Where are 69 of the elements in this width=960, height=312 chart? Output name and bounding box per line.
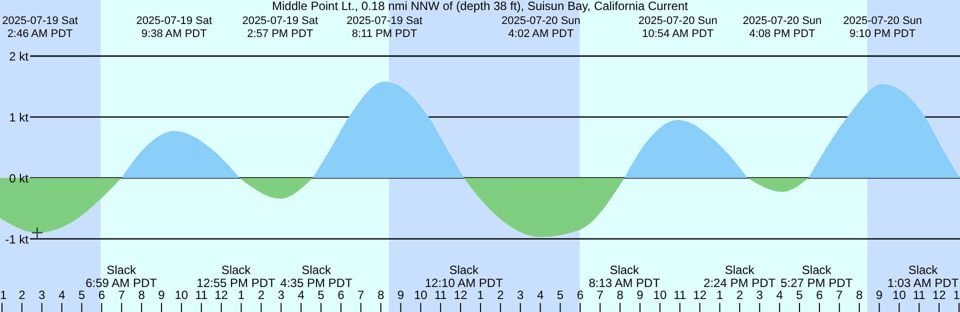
x-tick-label: 10 [174, 288, 188, 302]
x2-tick-label: 2025-07-20 Sun 4:08 PM PDT [742, 15, 822, 40]
x-tick-label: 1 [0, 288, 8, 302]
x-tick-label: 6 [576, 288, 584, 302]
x-tick-label: 9 [636, 288, 644, 302]
x2-tick-label: 2025-07-20 Sun 9:10 PM PDT [843, 15, 922, 40]
x-tick-label: 5 [556, 288, 564, 302]
x-tick-label: 1 [716, 288, 724, 302]
annotation: Slack 12:10 AM PDT [424, 263, 504, 290]
x-tick-label: 9 [158, 288, 166, 302]
x-tick-label: 8 [377, 288, 384, 302]
x-tick-label: 8 [138, 288, 146, 302]
x-tick-label: 5 [796, 288, 804, 302]
x-tick-label: 7 [596, 288, 604, 302]
x-tick-label: 6 [338, 288, 345, 302]
annotation: Slack 2:24 PM PDT [704, 263, 776, 290]
x-tick-label: 10 [653, 288, 667, 302]
x-tick-label: 9 [876, 288, 883, 302]
annotation: Slack 4:35 PM PDT [280, 263, 353, 290]
x-tick-label: 12 [932, 288, 946, 302]
annotation: Slack 5:27 PM PDT [780, 263, 854, 290]
x-tick-label: 10 [892, 288, 906, 302]
x-tick-label: 4 [298, 288, 305, 302]
y-tick-label: 1 kt [9, 110, 30, 124]
x-tick-label: 7 [118, 288, 126, 302]
annotation: Slack 6:59 AM PDT [86, 263, 158, 290]
x-tick-label: 2 [258, 288, 265, 302]
chart-title: Middle Point Lt., 0.18 nmi NNW of (depth 38 ft), Suisun Bay, California Current [272, 0, 689, 13]
x-tick-label: 11 [195, 288, 208, 302]
x-tick-label: 4 [58, 288, 66, 302]
x-tick-label: 7 [358, 288, 365, 302]
x2-tick-label: 2025-07-20 Sun 10:54 AM PDT [638, 15, 718, 40]
x-tick-label: 11 [912, 288, 926, 302]
x-tick-label: 6 [98, 288, 106, 302]
x-tick-label: 3 [756, 288, 764, 302]
x-tick-label: 1 [477, 288, 484, 302]
x2-tick-label: 2025-07-19 Sat 9:38 AM PDT [136, 15, 212, 40]
x-tick-label: 3 [278, 288, 285, 302]
x-tick-label: 2 [736, 288, 744, 302]
x-tick-label: 11 [434, 288, 448, 302]
x-tick-label: 5 [318, 288, 325, 302]
x-tick-label: 12 [454, 288, 468, 302]
y-tick-label: 2 kt [9, 50, 30, 64]
x2-tick-label: 2025-07-20 Sun 4:02 AM PDT [502, 15, 580, 40]
x-tick-label: 8 [616, 288, 624, 302]
x-tick-label: 1 [953, 288, 960, 302]
x-tick-label: 12 [214, 288, 228, 302]
x2-tick-label: 2025-07-19 Sat 8:11 PM PDT [346, 15, 422, 40]
x-tick-label: 8 [856, 288, 863, 302]
x-tick-label: 4 [536, 288, 544, 302]
x-tick-label: 6 [816, 288, 824, 302]
x2-tick-label: 2025-07-19 Sat 2:57 PM PDT [242, 15, 318, 40]
x-tick-label: 11 [674, 288, 686, 302]
x2-tick-label: 2025-07-19 Sat 2:46 AM PDT [2, 15, 78, 40]
x-tick-label: 9 [397, 288, 404, 302]
x-tick-label: 3 [517, 288, 524, 302]
x-tick-label: 1 [238, 288, 245, 302]
x-tick-label: 10 [414, 288, 428, 302]
annotation: Slack 8:13 AM PDT [588, 263, 661, 290]
x-tick-label: 3 [38, 288, 46, 302]
x-tick-label: 2 [18, 288, 26, 302]
x-tick-label: 2 [497, 288, 504, 302]
x-tick-label: 5 [78, 288, 86, 302]
x-tick-label: 4 [776, 288, 784, 302]
annotation: Slack 12:55 PM PDT [196, 263, 276, 290]
annotation: Slack 1:03 AM PDT [887, 263, 960, 290]
x-tick-label: 7 [836, 288, 844, 302]
y-tick-label: -1 kt [5, 232, 30, 246]
x-tick-label: 12 [693, 288, 707, 302]
